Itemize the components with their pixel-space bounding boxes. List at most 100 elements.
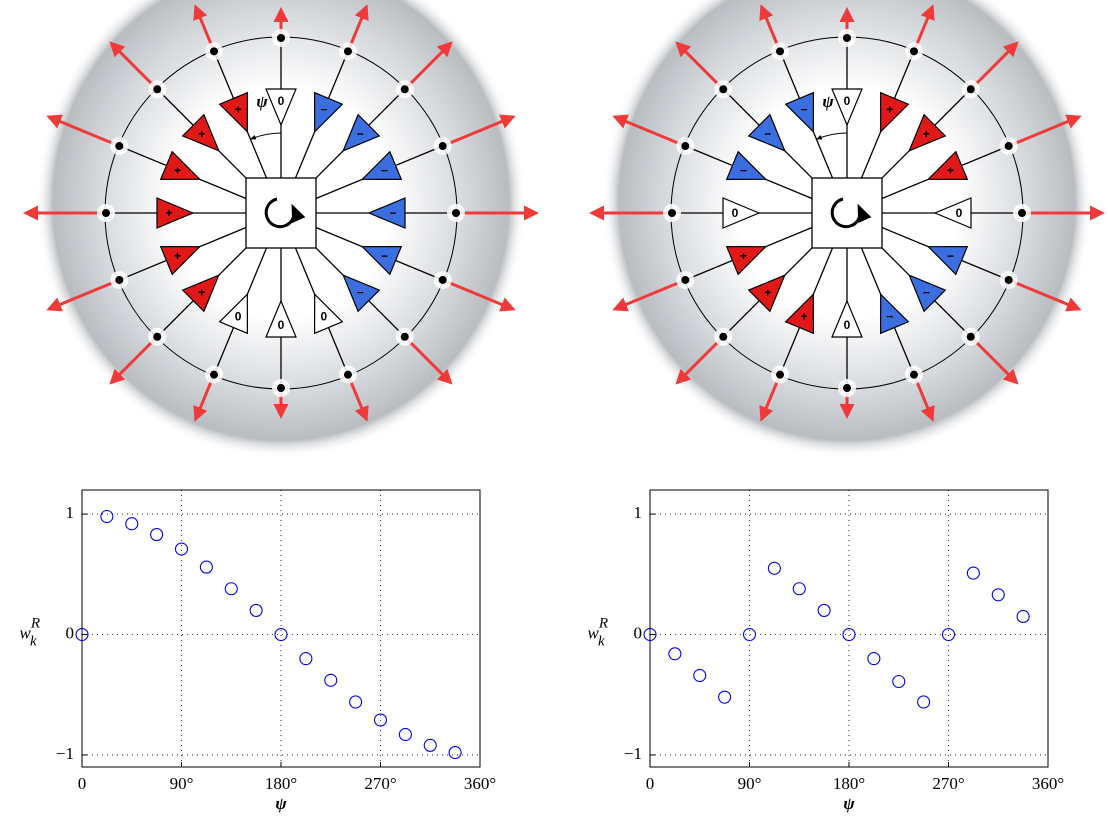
x-tick-label: 90° (738, 774, 762, 793)
y-axis-label-base: w (19, 623, 31, 642)
amplifier (725, 150, 768, 181)
dot (1004, 275, 1013, 284)
point (398, 727, 412, 742)
flow-arrow (612, 278, 686, 312)
amplifier (879, 292, 910, 335)
sign-label: + (198, 285, 205, 299)
y-axis-label-sub: k (598, 634, 605, 650)
center-square (245, 177, 317, 249)
amplifier (313, 292, 344, 335)
y-tick-label: −1 (56, 744, 74, 763)
dot (1004, 142, 1013, 151)
dot (400, 85, 409, 94)
sign-label: − (923, 285, 930, 299)
amplifier (360, 245, 403, 276)
flow-arrow (612, 114, 686, 148)
rotation-icon (264, 197, 306, 229)
dot (843, 34, 851, 42)
sign-label: + (923, 127, 930, 141)
amplifier (725, 245, 768, 276)
point (892, 674, 906, 689)
dot (452, 209, 460, 217)
sign-label: 0 (732, 206, 739, 220)
point (718, 690, 732, 704)
x-tick-label: 90° (170, 774, 194, 793)
flow-arrow (1008, 278, 1082, 312)
dot (966, 332, 975, 341)
point (324, 673, 338, 687)
dot (277, 384, 285, 392)
point (693, 668, 707, 683)
sign-label: + (886, 103, 893, 117)
angle-label: ψ (256, 92, 268, 111)
dot (438, 275, 447, 284)
point (991, 588, 1005, 602)
flow-arrow (442, 114, 516, 148)
amplifier (831, 88, 863, 127)
sign-label: 0 (278, 94, 285, 108)
point (668, 647, 682, 661)
amplifier (926, 150, 969, 181)
dot (102, 209, 110, 217)
point (125, 517, 139, 531)
sign-label: 0 (844, 318, 851, 332)
sign-label: + (174, 249, 181, 263)
amplifier (159, 150, 202, 181)
amplifier (313, 91, 344, 134)
sign-label: + (235, 103, 242, 117)
point (349, 695, 363, 709)
dot (681, 142, 690, 151)
amplifier (265, 299, 297, 338)
point (249, 603, 263, 617)
dot (210, 47, 219, 56)
point (274, 627, 288, 642)
x-tick-label: 360° (464, 774, 496, 793)
flow-arrow (403, 335, 453, 385)
amplifier (181, 113, 220, 152)
sign-label: 0 (235, 310, 242, 324)
amplifier (265, 88, 297, 127)
amplifier (879, 91, 910, 134)
point (966, 566, 980, 580)
dot (719, 85, 728, 94)
y-axis-label-sup: R (30, 616, 40, 632)
sign-label: 0 (844, 94, 851, 108)
dot (719, 332, 728, 341)
flow-arrow (969, 41, 1019, 91)
x-tick-label: 270° (364, 774, 396, 793)
amplifier (367, 197, 406, 229)
point (767, 561, 781, 575)
amplifier (747, 113, 786, 152)
point (373, 713, 388, 727)
amplifier (360, 150, 403, 181)
sign-label: − (381, 163, 388, 177)
x-axis-label: ψ (275, 794, 287, 813)
sign-label: − (357, 127, 364, 141)
y-tick-label: 1 (634, 503, 643, 522)
dot (115, 275, 124, 284)
point (1016, 609, 1030, 624)
amplifier (784, 91, 815, 134)
sign-label: + (947, 163, 954, 177)
amplifier (159, 245, 202, 276)
dot (776, 370, 785, 379)
dot (681, 275, 690, 284)
dot (909, 47, 918, 56)
sign-label: 0 (956, 206, 963, 220)
sign-label: − (947, 249, 954, 263)
flow-arrow (442, 278, 516, 312)
dot (1018, 209, 1026, 217)
dot (400, 332, 409, 341)
amplifier (181, 274, 220, 313)
y-axis-label-sup: R (598, 616, 608, 632)
center-square (811, 177, 883, 249)
point (917, 695, 931, 709)
sign-label: + (740, 249, 747, 263)
flow-arrow (46, 114, 120, 148)
point (423, 738, 437, 752)
dot (343, 47, 352, 56)
y-tick-label: −1 (624, 744, 642, 763)
point (867, 652, 881, 666)
amplifier (831, 299, 863, 338)
